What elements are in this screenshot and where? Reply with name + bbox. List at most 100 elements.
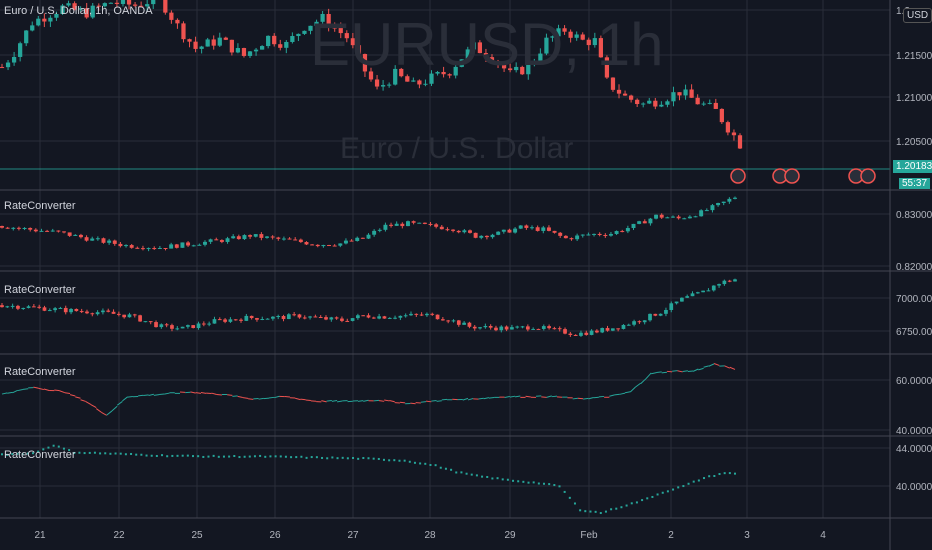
candle-body <box>435 314 440 320</box>
candle-body <box>683 89 688 96</box>
data-point <box>573 502 576 505</box>
data-point <box>21 453 24 456</box>
series-line <box>483 397 490 400</box>
candle-body <box>434 224 439 227</box>
series-line <box>713 363 720 366</box>
indicator-title-3: RateConverter <box>4 366 76 378</box>
candle-body <box>132 314 137 316</box>
candle-body <box>107 240 112 243</box>
data-point <box>212 454 215 457</box>
series-line <box>200 392 207 394</box>
candle-body <box>42 18 47 22</box>
data-point <box>522 480 525 483</box>
candle-body <box>287 238 292 240</box>
x-tick-label: 4 <box>820 530 826 541</box>
candle-body <box>139 5 144 7</box>
candle-body <box>26 306 31 308</box>
candle-body <box>380 85 386 87</box>
candle-body <box>53 308 57 311</box>
candle-body <box>180 242 185 248</box>
candle-body <box>377 229 382 231</box>
series-line <box>363 399 369 402</box>
series-line <box>38 387 44 391</box>
candle-body <box>445 229 450 231</box>
candle-body <box>332 245 337 247</box>
candle-body <box>329 317 334 320</box>
data-point <box>197 455 200 458</box>
candle-body <box>439 226 444 230</box>
candle-body <box>11 56 17 63</box>
currency-badge[interactable]: USD <box>903 8 932 23</box>
data-point <box>109 452 112 455</box>
data-point <box>568 496 571 499</box>
candle-body <box>211 39 216 46</box>
data-point <box>646 497 649 500</box>
data-point <box>310 456 313 459</box>
candle-body <box>248 235 253 237</box>
series-line <box>619 392 626 395</box>
candle-body <box>496 231 501 235</box>
candle-body <box>676 216 681 219</box>
candle-body <box>284 41 289 48</box>
data-point <box>635 501 638 504</box>
x-tick-label: 3 <box>744 530 750 541</box>
candle-body <box>435 71 440 74</box>
candle-body <box>356 45 362 55</box>
candle-body <box>318 316 323 318</box>
data-point <box>388 459 391 462</box>
x-tick-label: 29 <box>504 530 516 541</box>
candle-body <box>212 319 217 324</box>
data-point <box>672 488 675 491</box>
x-tick-label: 27 <box>347 530 359 541</box>
candle-body <box>36 18 41 26</box>
series-line <box>7 391 13 394</box>
candle-body <box>84 237 89 241</box>
series-line <box>321 400 327 403</box>
candle-body <box>471 42 476 50</box>
data-point <box>357 457 360 460</box>
data-point <box>6 453 9 456</box>
candle-body <box>501 229 506 232</box>
candle-body <box>180 326 185 329</box>
candle-body <box>84 8 89 18</box>
candle-body <box>170 325 174 329</box>
candle-body <box>0 305 4 308</box>
candle-body <box>159 324 164 328</box>
candle-body <box>191 245 196 247</box>
data-point <box>408 460 411 463</box>
candle-body <box>350 318 355 321</box>
data-point <box>553 484 556 487</box>
candle-body <box>706 290 711 292</box>
candle-body <box>24 30 29 44</box>
data-point <box>68 449 71 452</box>
data-point <box>455 471 458 474</box>
series-line <box>122 396 128 402</box>
candle-body <box>405 76 410 82</box>
data-point <box>57 445 60 448</box>
series-line <box>724 365 730 369</box>
candle-body <box>642 221 647 224</box>
candle-body <box>526 64 531 75</box>
candle-body <box>626 324 631 326</box>
candle-body <box>405 221 410 227</box>
y-tick-label: 7000.00000 <box>896 294 932 305</box>
data-point <box>548 483 551 486</box>
candle-body <box>520 326 525 328</box>
series-line <box>106 410 113 416</box>
candle-body <box>320 13 325 22</box>
data-point <box>104 452 107 455</box>
data-point <box>620 506 623 509</box>
data-point <box>460 471 463 474</box>
candle-body <box>146 248 151 250</box>
candle-body <box>129 245 134 248</box>
candle-body <box>334 317 339 319</box>
candle-body <box>637 321 642 323</box>
series-line <box>80 399 86 402</box>
data-point <box>93 451 96 454</box>
y-tick-label: 1.20500 <box>896 137 932 148</box>
candle-body <box>345 320 350 322</box>
candle-body <box>483 53 489 58</box>
candle-body <box>106 310 111 312</box>
data-point <box>475 474 478 477</box>
data-point <box>537 482 540 485</box>
